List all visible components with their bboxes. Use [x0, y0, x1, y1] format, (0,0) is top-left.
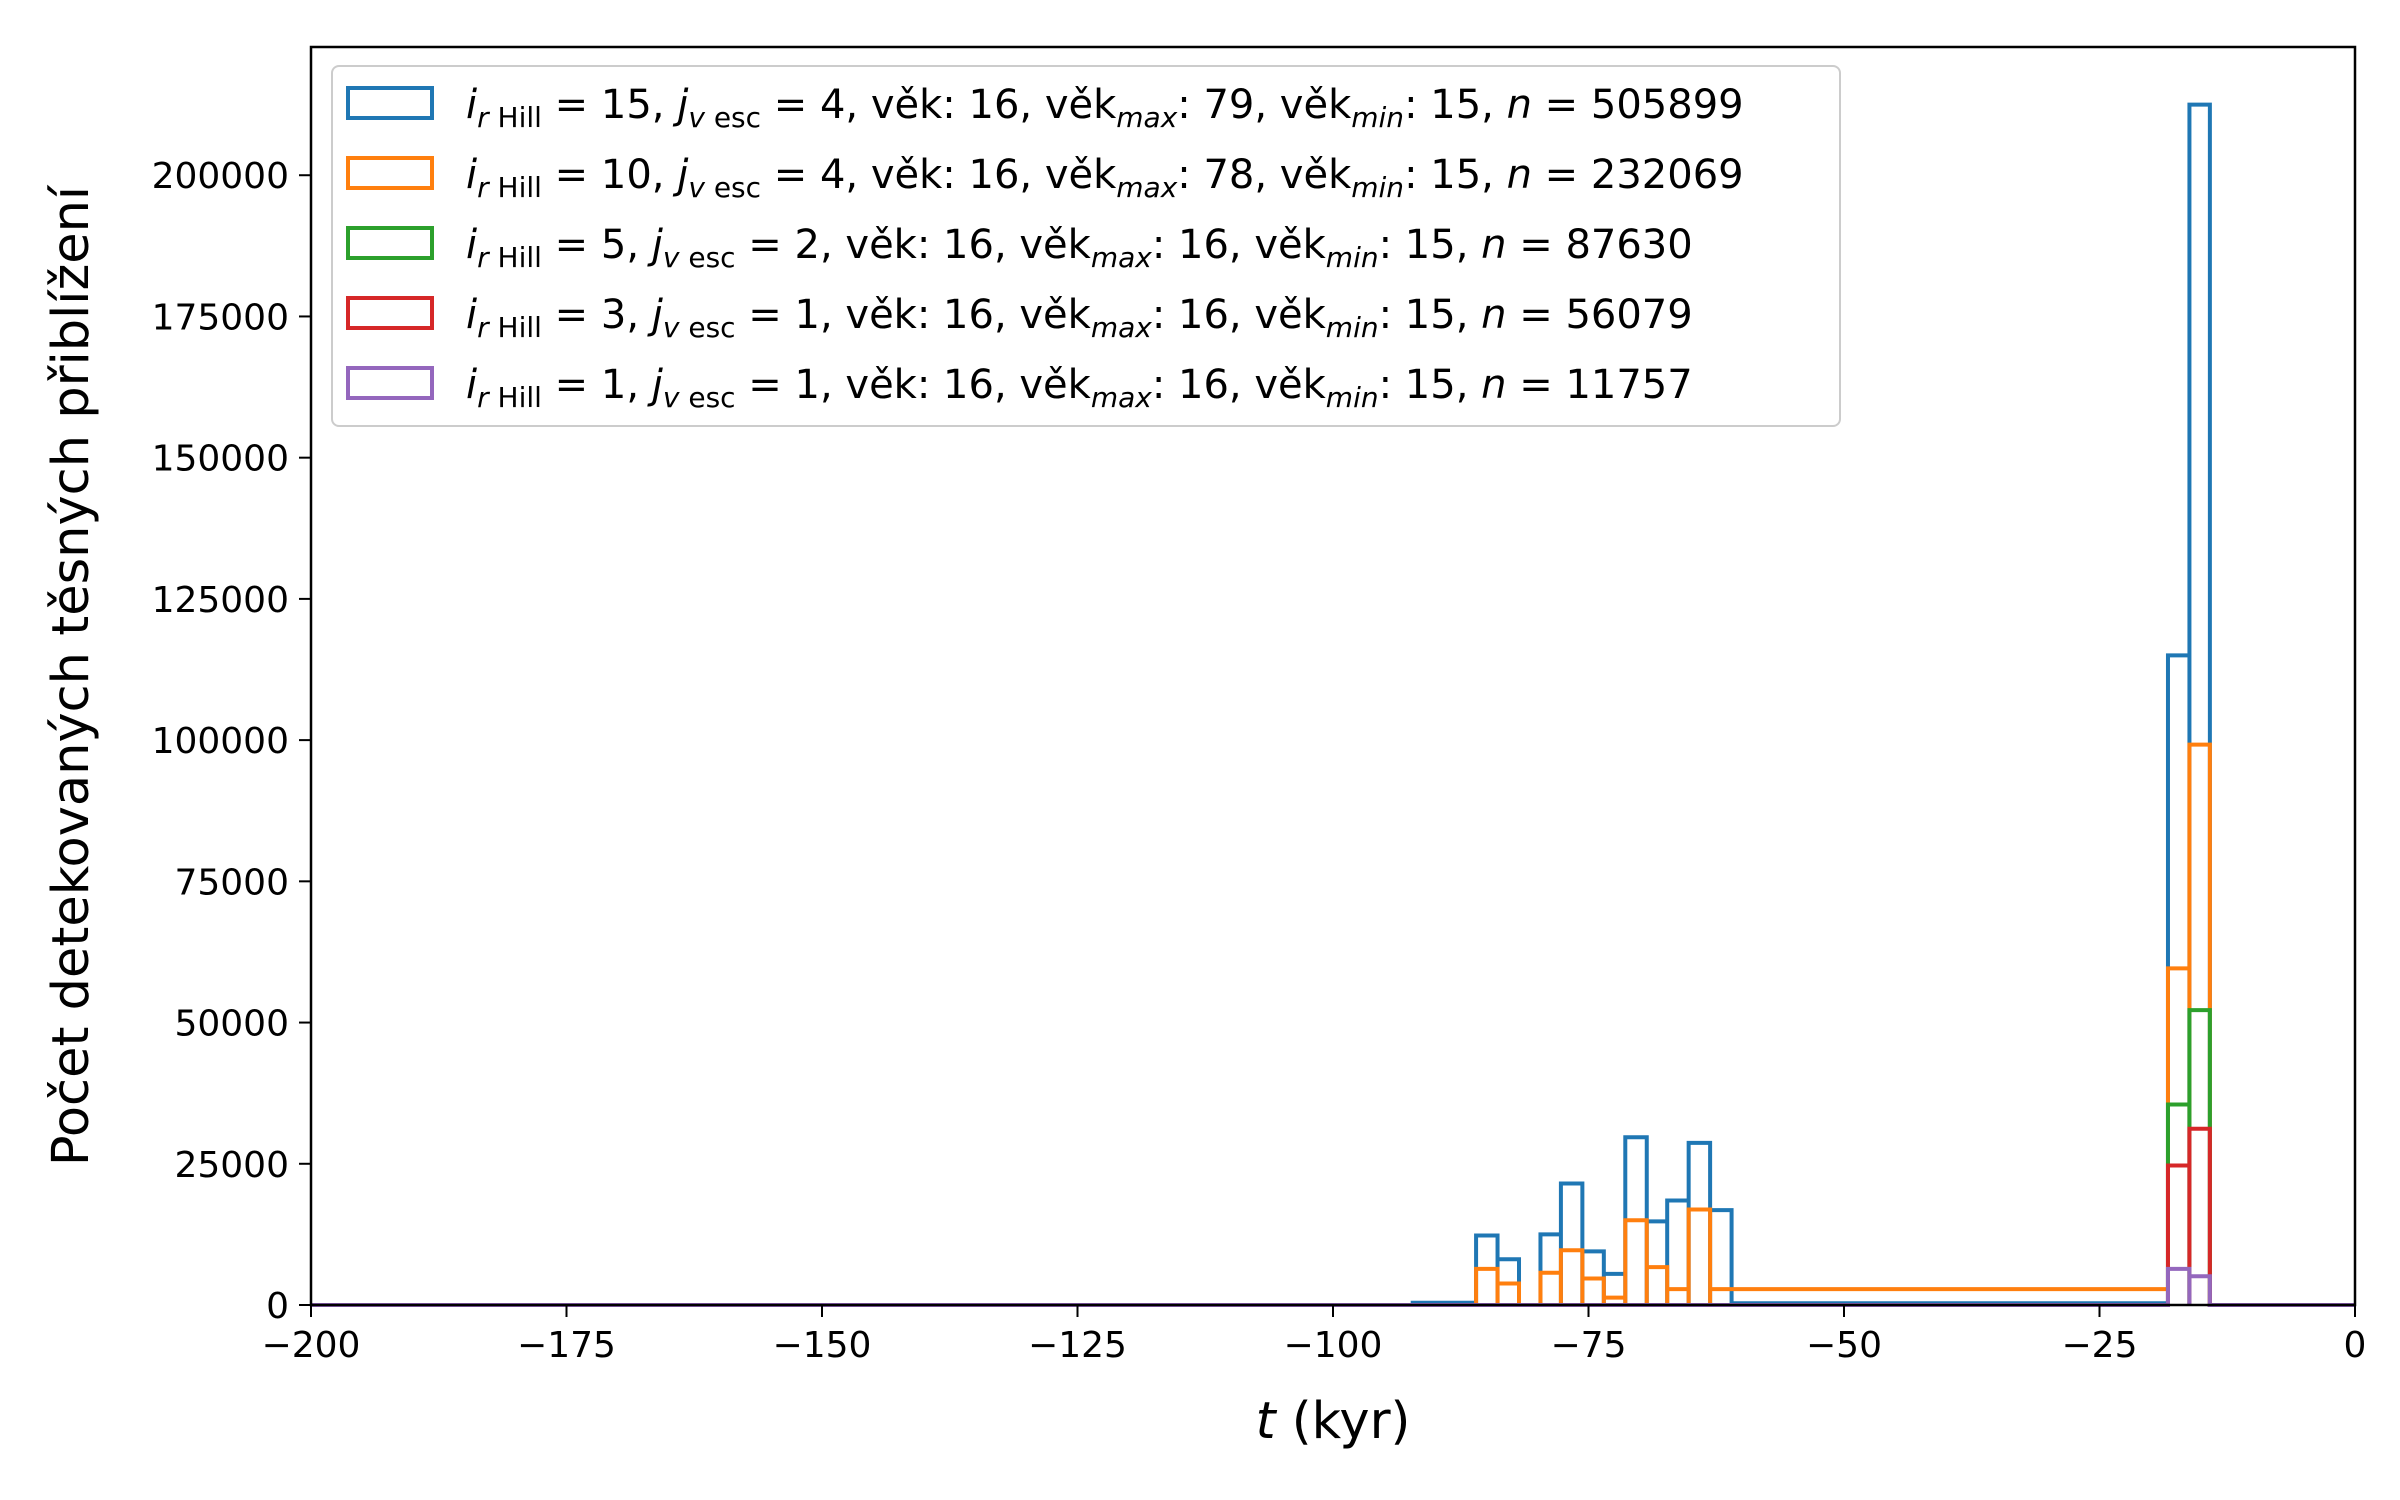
y-axis-label: Počet detekovaných těsných přiblížení — [42, 184, 101, 1166]
legend-label-5: ir Hill = 1, jv esc = 1, věk: 16, věkmax… — [466, 362, 1693, 414]
y-tick-label: 25000 — [174, 1145, 289, 1186]
x-axis-unit: (kyr) — [1276, 1392, 1411, 1451]
x-tick-label: −100 — [1284, 1325, 1383, 1366]
x-axis-variable: t — [1256, 1392, 1278, 1451]
x-tick-label: −125 — [1028, 1325, 1127, 1366]
x-tick-label: −25 — [2062, 1325, 2138, 1366]
legend-swatch-3 — [346, 226, 434, 260]
legend-swatch-1 — [346, 86, 434, 120]
legend-label-2: ir Hill = 10, jv esc = 4, věk: 16, věkma… — [466, 152, 1744, 204]
y-tick-label: 75000 — [174, 862, 289, 903]
y-tick-label: 50000 — [174, 1004, 289, 1045]
x-axis-label: t (kyr) — [1256, 1392, 1411, 1451]
y-tick-label: 125000 — [152, 580, 289, 621]
legend-swatch-2 — [346, 156, 434, 190]
y-tick-label: 200000 — [152, 156, 289, 197]
x-tick-label: −150 — [773, 1325, 872, 1366]
legend-frame — [331, 65, 1841, 427]
x-tick-label: −75 — [1551, 1325, 1627, 1366]
legend-swatch-4 — [346, 296, 434, 330]
legend: ir Hill = 15, jv esc = 4, věk: 16, věkma… — [331, 65, 1841, 427]
x-tick-label: −50 — [1806, 1325, 1882, 1366]
x-tick-label: 0 — [2344, 1325, 2367, 1366]
y-tick-label: 175000 — [152, 297, 289, 338]
legend-items: ir Hill = 15, jv esc = 4, věk: 16, věkma… — [346, 82, 1744, 414]
y-tick-label: 150000 — [152, 439, 289, 480]
x-tick-label: −200 — [262, 1325, 361, 1366]
legend-label-3: ir Hill = 5, jv esc = 2, věk: 16, věkmax… — [466, 222, 1693, 274]
x-tick-label: −175 — [517, 1325, 616, 1366]
y-axis-ticks: 0 25000 50000 75000 100000 125000 150000 175000… — [152, 156, 311, 1327]
legend-label-4: ir Hill = 3, jv esc = 1, věk: 16, věkmax… — [466, 292, 1693, 344]
x-axis-ticks: −200 −175 −150 −125 −100 −75 −50 −25 0 — [262, 1305, 2367, 1366]
y-tick-label: 100000 — [152, 721, 289, 762]
y-tick-label: 0 — [266, 1286, 289, 1327]
legend-label-1: ir Hill = 15, jv esc = 4, věk: 16, věkma… — [466, 82, 1744, 134]
legend-swatch-5 — [346, 366, 434, 400]
